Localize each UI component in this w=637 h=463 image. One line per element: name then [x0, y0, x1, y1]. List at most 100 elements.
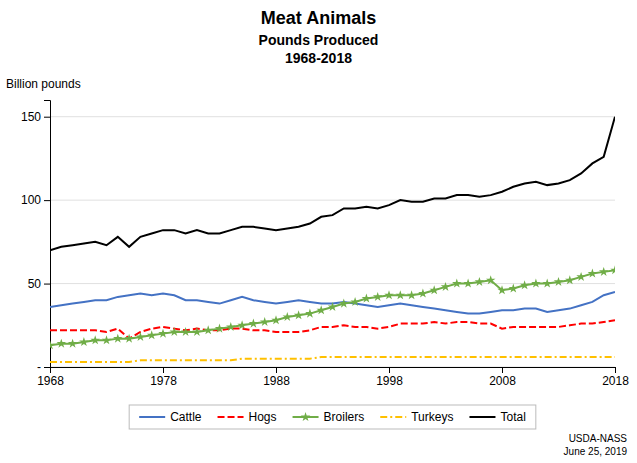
series-marker	[260, 317, 270, 326]
x-tick: 1978	[150, 367, 177, 388]
series-marker	[362, 294, 372, 303]
y-tick: 150	[21, 110, 50, 124]
series-marker	[373, 292, 383, 301]
y-tick-mark	[44, 284, 50, 285]
legend-item: Cattle	[139, 410, 202, 424]
series-marker	[328, 302, 338, 311]
series-marker	[588, 269, 598, 278]
legend-label: Total	[500, 410, 525, 424]
series-marker	[90, 335, 100, 344]
x-tick-mark	[615, 367, 616, 373]
y-tick: 100	[21, 193, 50, 207]
chart: Meat AnimalsPounds Produced1968-2018Bill…	[0, 0, 637, 463]
legend-swatch	[469, 416, 495, 418]
x-axis: 1968 1978 1988 1998 2008 2018	[37, 367, 629, 388]
x-tick-label: 1998	[376, 374, 403, 388]
legend: Cattle Hogs Broilers Turkeys Total	[129, 405, 536, 429]
series-line	[50, 117, 615, 251]
title: Meat Animals	[261, 8, 376, 28]
series-marker	[170, 327, 180, 336]
series-group	[50, 117, 615, 362]
legend-label: Cattle	[170, 410, 202, 424]
legend-marker	[301, 412, 311, 421]
series-marker	[497, 285, 507, 294]
legend-label: Broilers	[324, 410, 365, 424]
y-axis-line	[44, 101, 51, 368]
series-marker	[576, 272, 586, 281]
subtitle: Pounds Produced	[259, 32, 379, 48]
y-tick-mark	[44, 117, 50, 118]
series-marker	[452, 279, 462, 288]
series-marker	[181, 327, 191, 336]
legend-item: Hogs	[218, 410, 277, 424]
series-marker	[79, 337, 89, 346]
series-marker	[509, 284, 519, 293]
series-marker	[305, 309, 315, 318]
series-marker	[294, 310, 304, 319]
series-marker	[610, 265, 615, 274]
series-marker	[396, 290, 406, 299]
series-line	[50, 292, 615, 314]
series-marker	[350, 297, 360, 306]
y-tick-label: 50	[28, 277, 42, 291]
x-tick-label: 1988	[263, 374, 290, 388]
x-tick-label: 1968	[37, 374, 64, 388]
y-tick-mark	[44, 367, 50, 368]
annotation: USDA-NASS	[569, 433, 628, 444]
legend-item: Turkeys	[380, 410, 453, 424]
series-marker	[68, 339, 78, 348]
series-marker	[237, 320, 247, 329]
x-tick: 1998	[376, 367, 403, 388]
series-line	[50, 270, 615, 345]
annotation: June 25, 2019	[564, 446, 628, 457]
series-marker	[283, 312, 293, 321]
series-marker	[136, 332, 146, 341]
series-marker	[384, 290, 394, 299]
series-marker	[50, 340, 55, 349]
y-tick-label: 100	[21, 193, 41, 207]
y-tick: -	[37, 360, 50, 374]
x-tick-label: 1978	[150, 374, 177, 388]
legend-label: Turkeys	[411, 410, 453, 424]
series-marker	[102, 335, 112, 344]
series-marker	[463, 279, 473, 288]
legend-frame	[129, 405, 536, 429]
y-tick-label: -	[37, 360, 41, 374]
series-marker	[418, 289, 428, 298]
series-marker	[486, 275, 496, 284]
series-marker	[599, 267, 609, 276]
legend-label: Hogs	[249, 410, 277, 424]
series-marker	[407, 290, 417, 299]
legend-item: Broilers	[293, 410, 365, 424]
grid	[50, 117, 615, 367]
series-marker	[339, 299, 349, 308]
x-axis-line	[51, 368, 616, 374]
x-tick: 2018	[602, 367, 629, 388]
x-tick: 2008	[489, 367, 516, 388]
grid-line	[50, 200, 615, 201]
legend-swatch	[218, 416, 244, 418]
series-marker	[520, 280, 530, 289]
series-marker	[158, 329, 168, 338]
series-marker	[429, 285, 439, 294]
series-marker	[271, 315, 281, 324]
series-marker	[215, 324, 225, 333]
x-tick-label: 2018	[602, 374, 629, 388]
series-marker	[531, 279, 541, 288]
x-tick-label: 2008	[489, 374, 516, 388]
x-tick-mark	[276, 367, 277, 373]
series-marker	[147, 330, 157, 339]
x-tick-mark	[163, 367, 164, 373]
series-marker	[565, 275, 575, 284]
series-marker	[57, 339, 67, 348]
series-marker	[113, 334, 123, 343]
y-axis: - 50 100 150	[21, 101, 51, 375]
series-marker	[316, 305, 326, 314]
series-marker	[249, 319, 259, 328]
series-marker	[475, 277, 485, 286]
x-tick: 1988	[263, 367, 290, 388]
series-line	[50, 357, 615, 362]
grid-line	[50, 116, 615, 117]
y-tick-label: 150	[21, 110, 41, 124]
y-tick-mark	[44, 200, 50, 201]
